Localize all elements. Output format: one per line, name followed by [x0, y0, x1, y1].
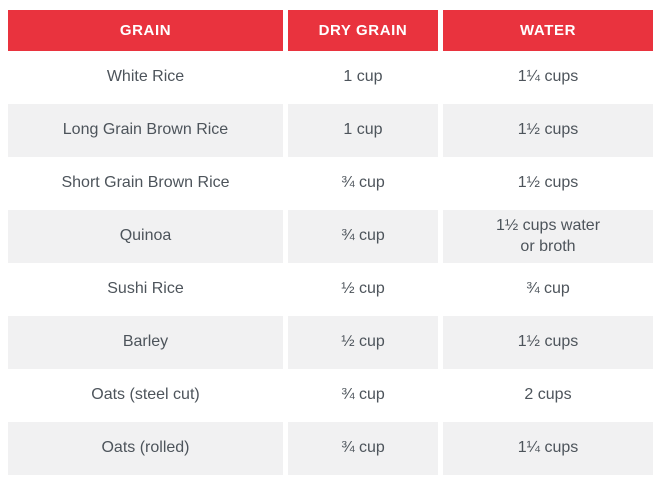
dry-grain-cell: 1 cup [288, 51, 438, 104]
dry-grain-cell: 1 cup [288, 104, 438, 157]
grain-cell: Oats (rolled) [8, 422, 283, 475]
water-cell: 2 cups [443, 369, 653, 422]
column-header-water: WATER [443, 10, 653, 51]
column-header-grain: GRAIN [8, 10, 283, 51]
grain-cell: Barley [8, 316, 283, 369]
dry-grain-cell: ¾ cup [288, 157, 438, 210]
water-cell: 1¼ cups [443, 51, 653, 104]
grain-cell: Quinoa [8, 210, 283, 263]
water-cell: 1¼ cups [443, 422, 653, 475]
water-cell: ¾ cup [443, 263, 653, 316]
dry-grain-cell: ¾ cup [288, 422, 438, 475]
grain-cooking-ratio-table: GRAIN DRY GRAIN WATER White Rice 1 cup 1… [8, 10, 653, 475]
grain-cell: White Rice [8, 51, 283, 104]
column-header-dry-grain: DRY GRAIN [288, 10, 438, 51]
dry-grain-cell: ½ cup [288, 316, 438, 369]
dry-grain-cell: ¾ cup [288, 210, 438, 263]
dry-grain-cell: ½ cup [288, 263, 438, 316]
water-cell: 1½ cups [443, 104, 653, 157]
grain-cell: Short Grain Brown Rice [8, 157, 283, 210]
grain-cell: Oats (steel cut) [8, 369, 283, 422]
water-cell: 1½ cups [443, 316, 653, 369]
grain-cell: Long Grain Brown Rice [8, 104, 283, 157]
dry-grain-cell: ¾ cup [288, 369, 438, 422]
grain-cell: Sushi Rice [8, 263, 283, 316]
water-cell: 1½ cups water or broth [443, 210, 653, 263]
water-cell: 1½ cups [443, 157, 653, 210]
